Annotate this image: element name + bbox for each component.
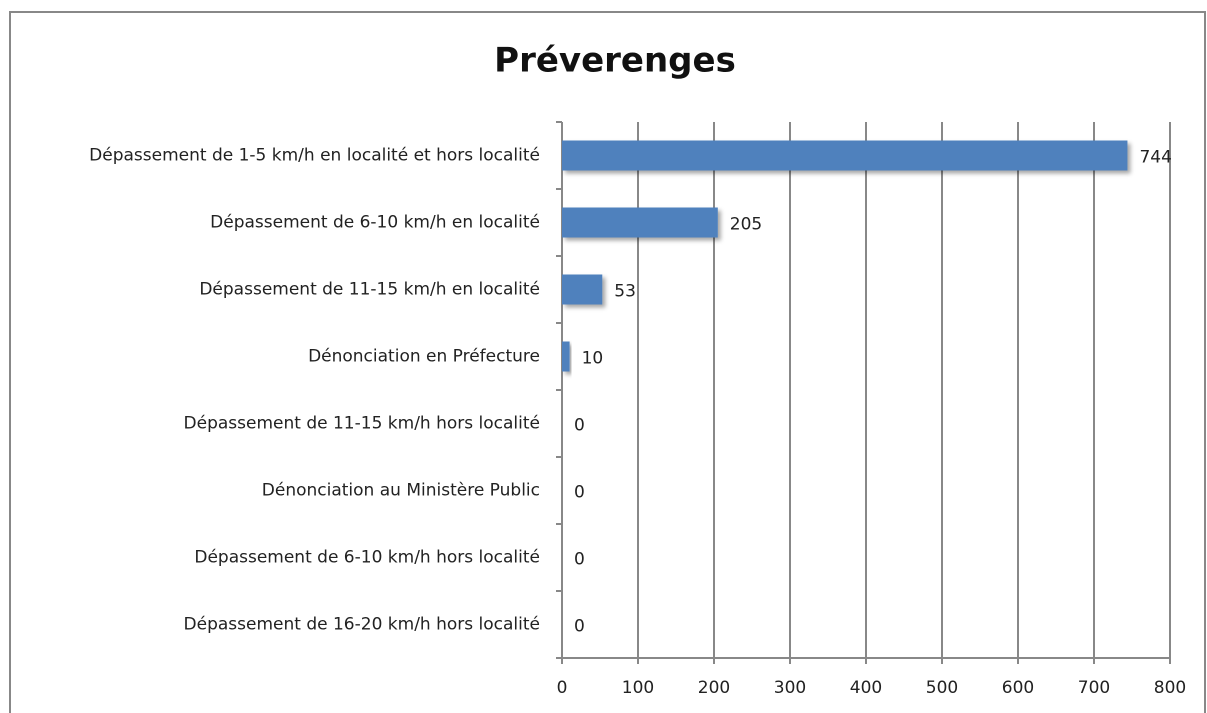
y-tick-label: Dépassement de 6-10 km/h hors localité [194, 548, 540, 568]
data-label: 53 [614, 282, 636, 302]
data-label: 0 [574, 550, 585, 570]
data-label: 0 [574, 617, 585, 637]
frame [9, 11, 1206, 713]
y-tick-label: Dépassement de 6-10 km/h en localité [210, 213, 540, 233]
y-tick-label: Dépassement de 11-15 km/h en localité [199, 280, 540, 300]
data-label: 0 [574, 416, 585, 436]
x-tick-label: 300 [774, 678, 806, 698]
x-tick-label: 600 [1002, 678, 1034, 698]
bar [562, 341, 570, 372]
data-label: 10 [582, 349, 604, 369]
x-tick-label: 400 [850, 678, 882, 698]
data-label: 205 [730, 215, 762, 235]
y-tick-label: Dénonciation au Ministère Public [262, 481, 540, 501]
y-tick-label: Dépassement de 1-5 km/h en localité et h… [89, 146, 540, 166]
x-tick-label: 0 [557, 678, 568, 698]
y-tick-label: Dénonciation en Préfecture [308, 347, 540, 367]
bar [562, 274, 603, 305]
y-tick-label: Dépassement de 16-20 km/h hors localité [184, 615, 540, 635]
chart-title: Préverenges [494, 41, 736, 81]
bar [562, 140, 1128, 171]
data-label: 0 [574, 483, 585, 503]
data-label: 744 [1139, 148, 1171, 168]
y-tick-label: Dépassement de 11-15 km/h hors localité [184, 414, 540, 434]
x-tick-label: 800 [1154, 678, 1186, 698]
x-tick-label: 100 [622, 678, 654, 698]
bar [562, 207, 718, 238]
x-tick-label: 500 [926, 678, 958, 698]
x-tick-label: 700 [1078, 678, 1110, 698]
x-tick-label: 200 [698, 678, 730, 698]
